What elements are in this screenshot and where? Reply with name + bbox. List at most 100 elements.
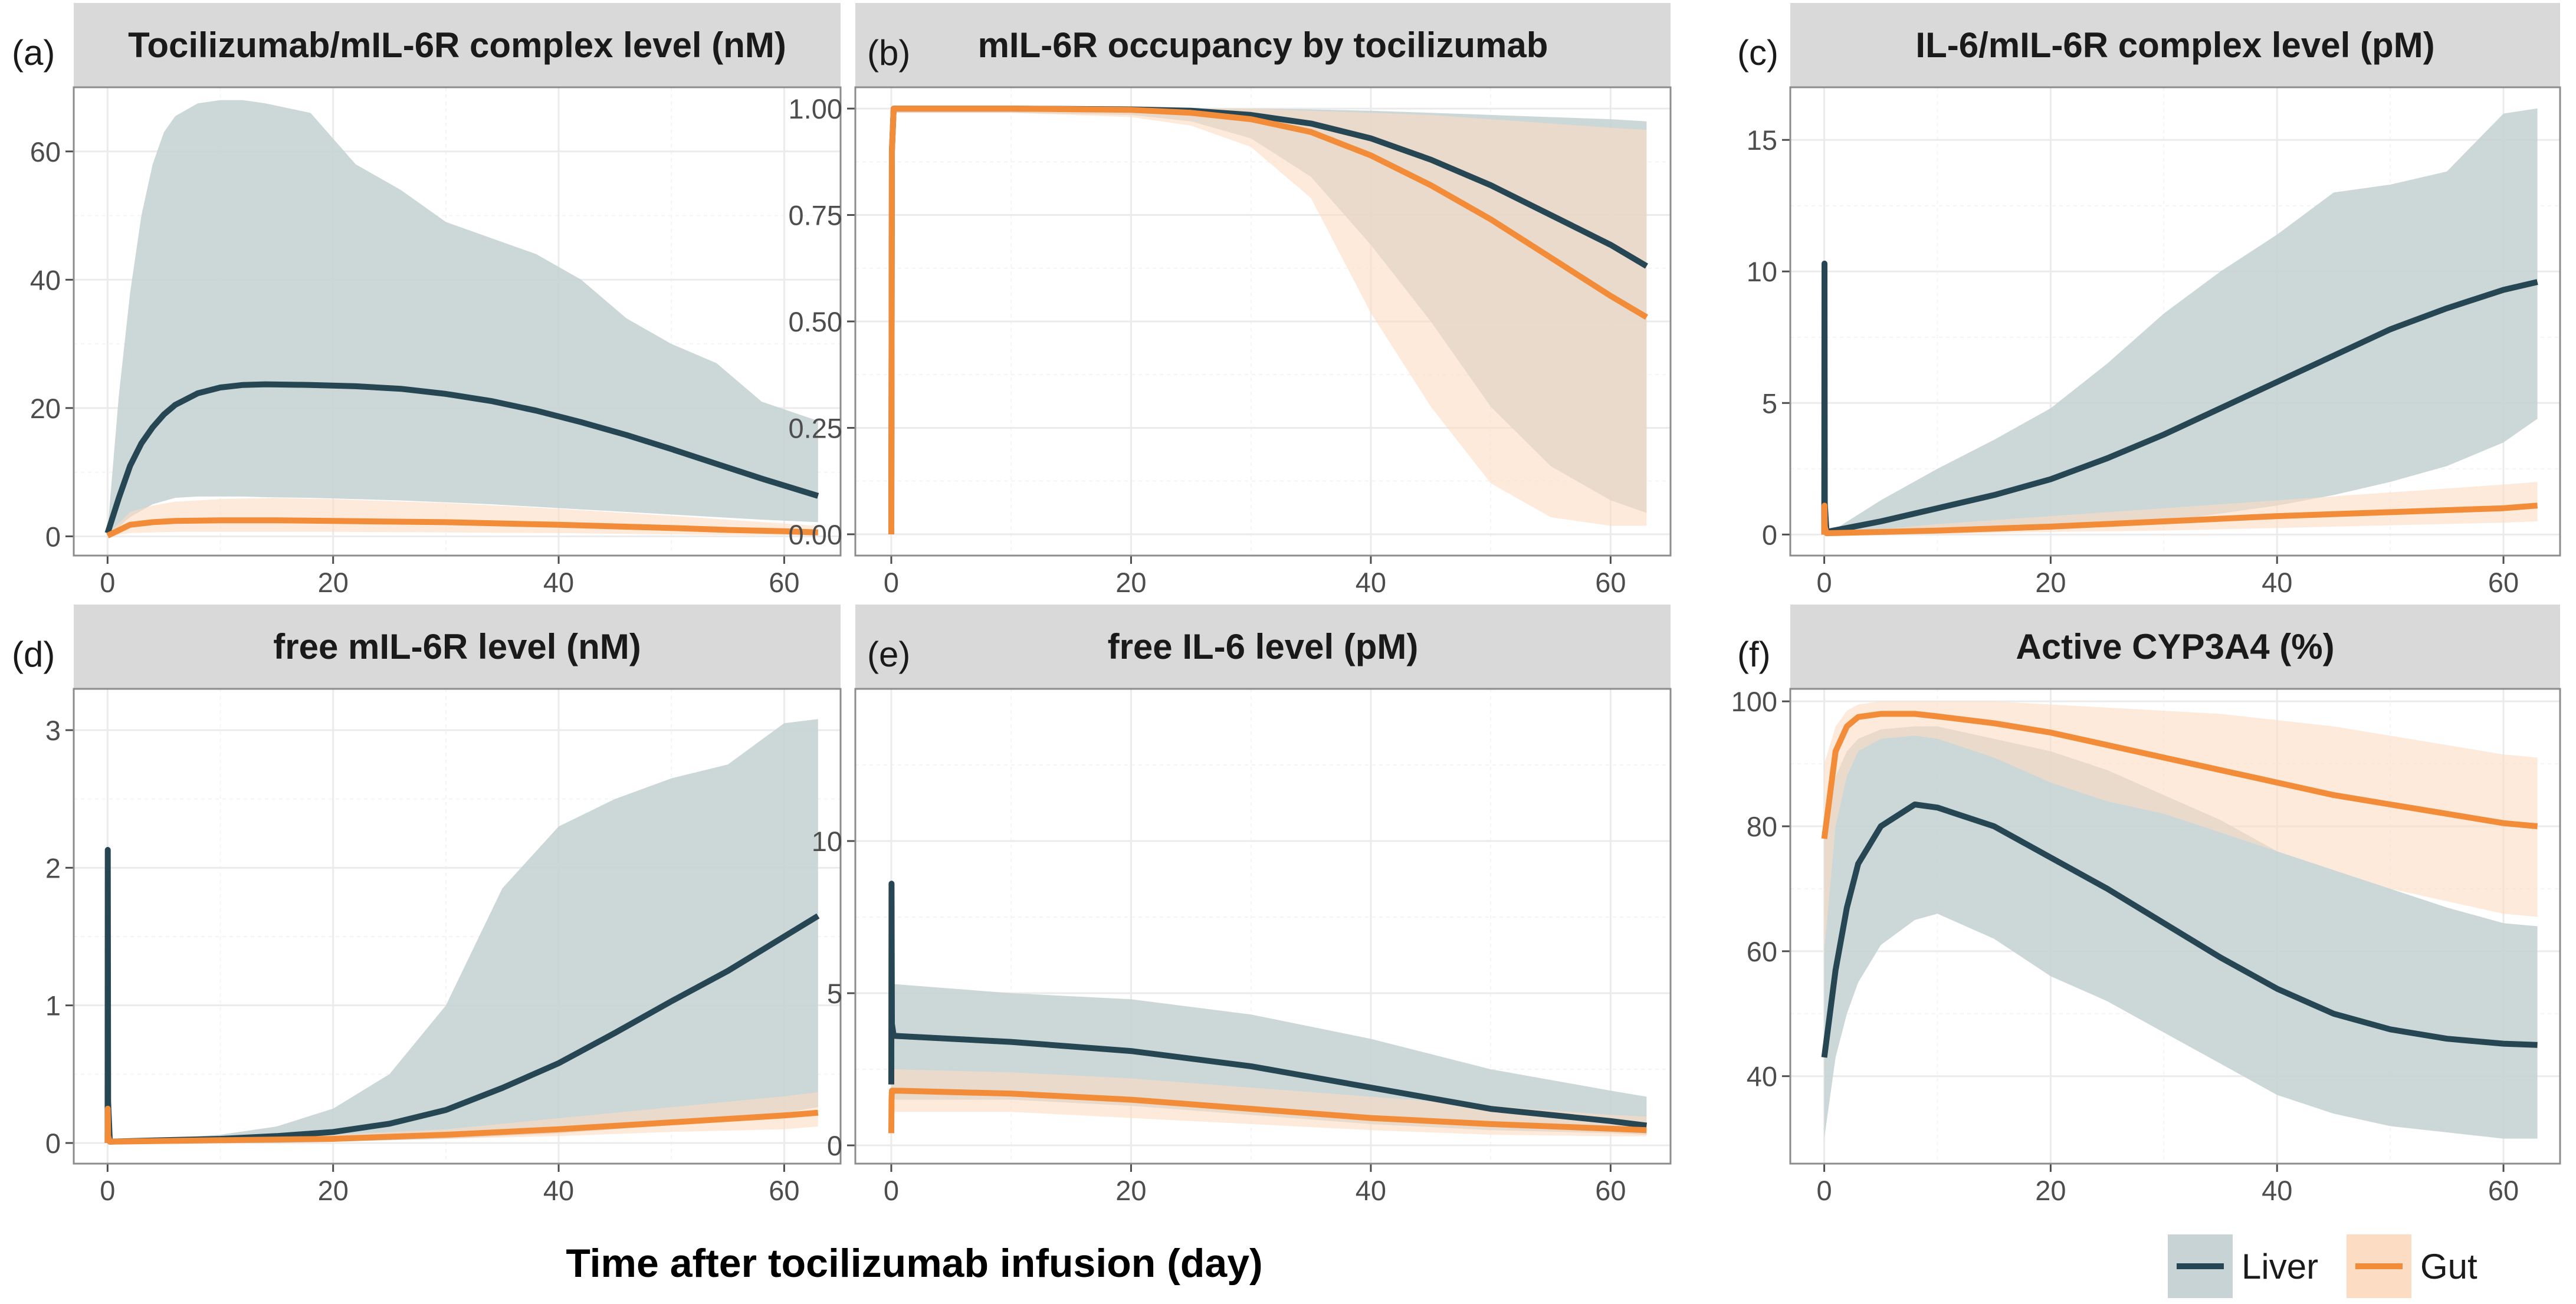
panel-a-liver-band: [107, 100, 818, 537]
panel-b-tag: (b): [867, 33, 910, 73]
panel-c-ytick-label: 15: [1747, 124, 1777, 156]
panel-e-title: free IL-6 level (pM): [1108, 627, 1419, 666]
panel-d-plot-area: [104, 719, 820, 1145]
panel-f-gut-band: [1824, 701, 2538, 951]
panel-e-xtick-label: 40: [1356, 1175, 1386, 1206]
panel-c-ytick-label: 5: [1762, 387, 1777, 419]
panel-e-ytick-label: 10: [812, 826, 842, 857]
panel-c-tag: (c): [1737, 33, 1778, 73]
panel-e-ytick-label: 5: [827, 978, 842, 1009]
panel-f-ytick-label: 80: [1747, 811, 1777, 842]
panel-a-plot-area: [104, 100, 819, 538]
panel-d-ytick-label: 1: [45, 990, 61, 1021]
panel-f-strip: [1790, 605, 2560, 689]
panel-b-strip: [855, 3, 1671, 87]
panel-c-xtick-label: 20: [2035, 567, 2066, 598]
panel-c-plot-area: [1821, 108, 2538, 537]
panel-e-liver-line: [888, 881, 1648, 1129]
panel-f-gut-line: [1821, 711, 2538, 839]
panel-b-border: [854, 86, 1672, 557]
panel-c-ytick-label: 10: [1747, 256, 1777, 287]
panel-d-border: [73, 688, 842, 1165]
legend-label-liver: Liver: [2242, 1247, 2318, 1286]
panel-b-ytick-label: 1.00: [789, 93, 842, 124]
panel-a-strip: [74, 3, 841, 87]
panel-c-gut-line: [1821, 502, 2538, 537]
panel-d-tag: (d): [12, 635, 55, 674]
panel-a-ytick-label: 60: [30, 136, 61, 167]
panel-f-ytick-label: 100: [1731, 686, 1777, 717]
panel-e-ytick-label: 0: [827, 1130, 842, 1161]
panel-d-ytick-label: 2: [45, 852, 61, 883]
panel-d-xtick-label: 20: [318, 1175, 349, 1206]
legend-label-gut: Gut: [2420, 1247, 2477, 1286]
panel-e-plot-area: [888, 881, 1648, 1137]
panel-d-title: free mIL-6R level (nM): [273, 627, 641, 666]
panel-f-title: Active CYP3A4 (%): [2016, 627, 2334, 666]
panel-d-ytick-label: 0: [45, 1128, 61, 1159]
legend: Liver Gut: [2168, 1234, 2477, 1298]
panel-b-gut-band: [891, 109, 1647, 534]
x-axis-title: Time after tocilizumab infusion (day): [566, 1241, 1262, 1286]
panel-a-xtick-label: 60: [769, 567, 799, 598]
panel-f-xtick-label: 20: [2035, 1175, 2066, 1206]
panel-d-liver-band: [107, 719, 818, 1143]
panel-a-title: Tocilizumab/mIL-6R complex level (nM): [128, 25, 786, 65]
panel-c-xtick-label: 0: [1817, 567, 1832, 598]
panel-e-gut-line: [888, 1088, 1647, 1134]
panel-e-strip: [855, 605, 1671, 689]
panel-b-title: mIL-6R occupancy by tocilizumab: [978, 25, 1548, 65]
panel-b-plot-area: [888, 106, 1648, 534]
panel-f-xtick-label: 60: [2488, 1175, 2519, 1206]
panel-d-gut-line: [104, 1105, 819, 1145]
panel-e-border: [854, 688, 1672, 1165]
panel-a-ytick-label: 0: [45, 521, 61, 552]
panel-b-ytick-label: 0.50: [789, 306, 842, 337]
panel-f-xtick-label: 40: [2262, 1175, 2292, 1206]
panel-c-xtick-label: 60: [2488, 567, 2519, 598]
panel-e: free IL-6 level (pM) (e) 0 20 40 60 0 5 10: [812, 605, 1672, 1206]
panel-b-ytick-label: 0.00: [789, 519, 842, 550]
panel-d-ytick-label: 3: [45, 715, 61, 746]
panel-e-xtick-label: 60: [1595, 1175, 1626, 1206]
panel-f-liver-line: [1821, 802, 2538, 1058]
panel-c: IL-6/mIL-6R complex level (pM) (c) 0 20 40 60…: [1737, 3, 2561, 598]
panel-a-border: [73, 86, 842, 557]
panel-a-tag: (a): [12, 33, 55, 73]
panel-b-xtick-label: 0: [884, 567, 899, 598]
panel-f-xtick-label: 0: [1817, 1175, 1832, 1206]
panel-f-ytick-label: 40: [1747, 1061, 1777, 1092]
panel-b-ytick-label: 0.75: [789, 200, 842, 231]
panel-b-gut-line: [888, 106, 1648, 534]
panel-f-plot-area: [1821, 701, 2538, 1139]
panel-f: Active CYP3A4 (%) (f) 0 20 40 60 40 60 80 100: [1731, 605, 2561, 1206]
panel-a: Tocilizumab/mIL-6R complex level (nM) (a)…: [12, 3, 842, 598]
panel-c-ytick-label: 0: [1762, 519, 1777, 550]
panel-d-gut-band: [107, 1092, 818, 1143]
panel-a-liver-line: [104, 381, 819, 534]
panel-a-gut-line: [106, 517, 818, 538]
panel-d-xtick-label: 0: [100, 1175, 115, 1206]
panel-d: free mIL-6R level (nM) (d) 0 20 40 60 0 1 2 3: [12, 605, 842, 1206]
panel-e-xtick-label: 20: [1115, 1175, 1146, 1206]
panel-b-xtick-label: 20: [1115, 567, 1146, 598]
panel-d-xtick-label: 60: [769, 1175, 799, 1206]
panel-c-strip: [1790, 3, 2560, 87]
panel-c-xtick-label: 40: [2262, 567, 2292, 598]
panel-c-title: IL-6/mIL-6R complex level (pM): [1915, 25, 2434, 65]
panel-c-gut-band: [1824, 482, 2538, 535]
panel-b-xtick-label: 60: [1595, 567, 1626, 598]
panel-a-ytick-label: 20: [30, 393, 61, 424]
panel-f-ytick-label: 60: [1747, 936, 1777, 967]
panel-a-xtick-label: 0: [100, 567, 115, 598]
panel-d-xtick-label: 40: [543, 1175, 574, 1206]
panel-b: mIL-6R occupancy by tocilizumab (b) 0 20 40 6…: [789, 3, 1672, 598]
panel-a-xtick-label: 20: [318, 567, 349, 598]
panel-e-tag: (e): [867, 635, 910, 674]
panel-e-xtick-label: 0: [884, 1175, 899, 1206]
panel-f-border: [1789, 688, 2561, 1165]
panel-f-tag: (f): [1737, 635, 1771, 674]
panel-c-liver-band: [1824, 108, 2538, 535]
panel-c-border: [1789, 86, 2561, 557]
